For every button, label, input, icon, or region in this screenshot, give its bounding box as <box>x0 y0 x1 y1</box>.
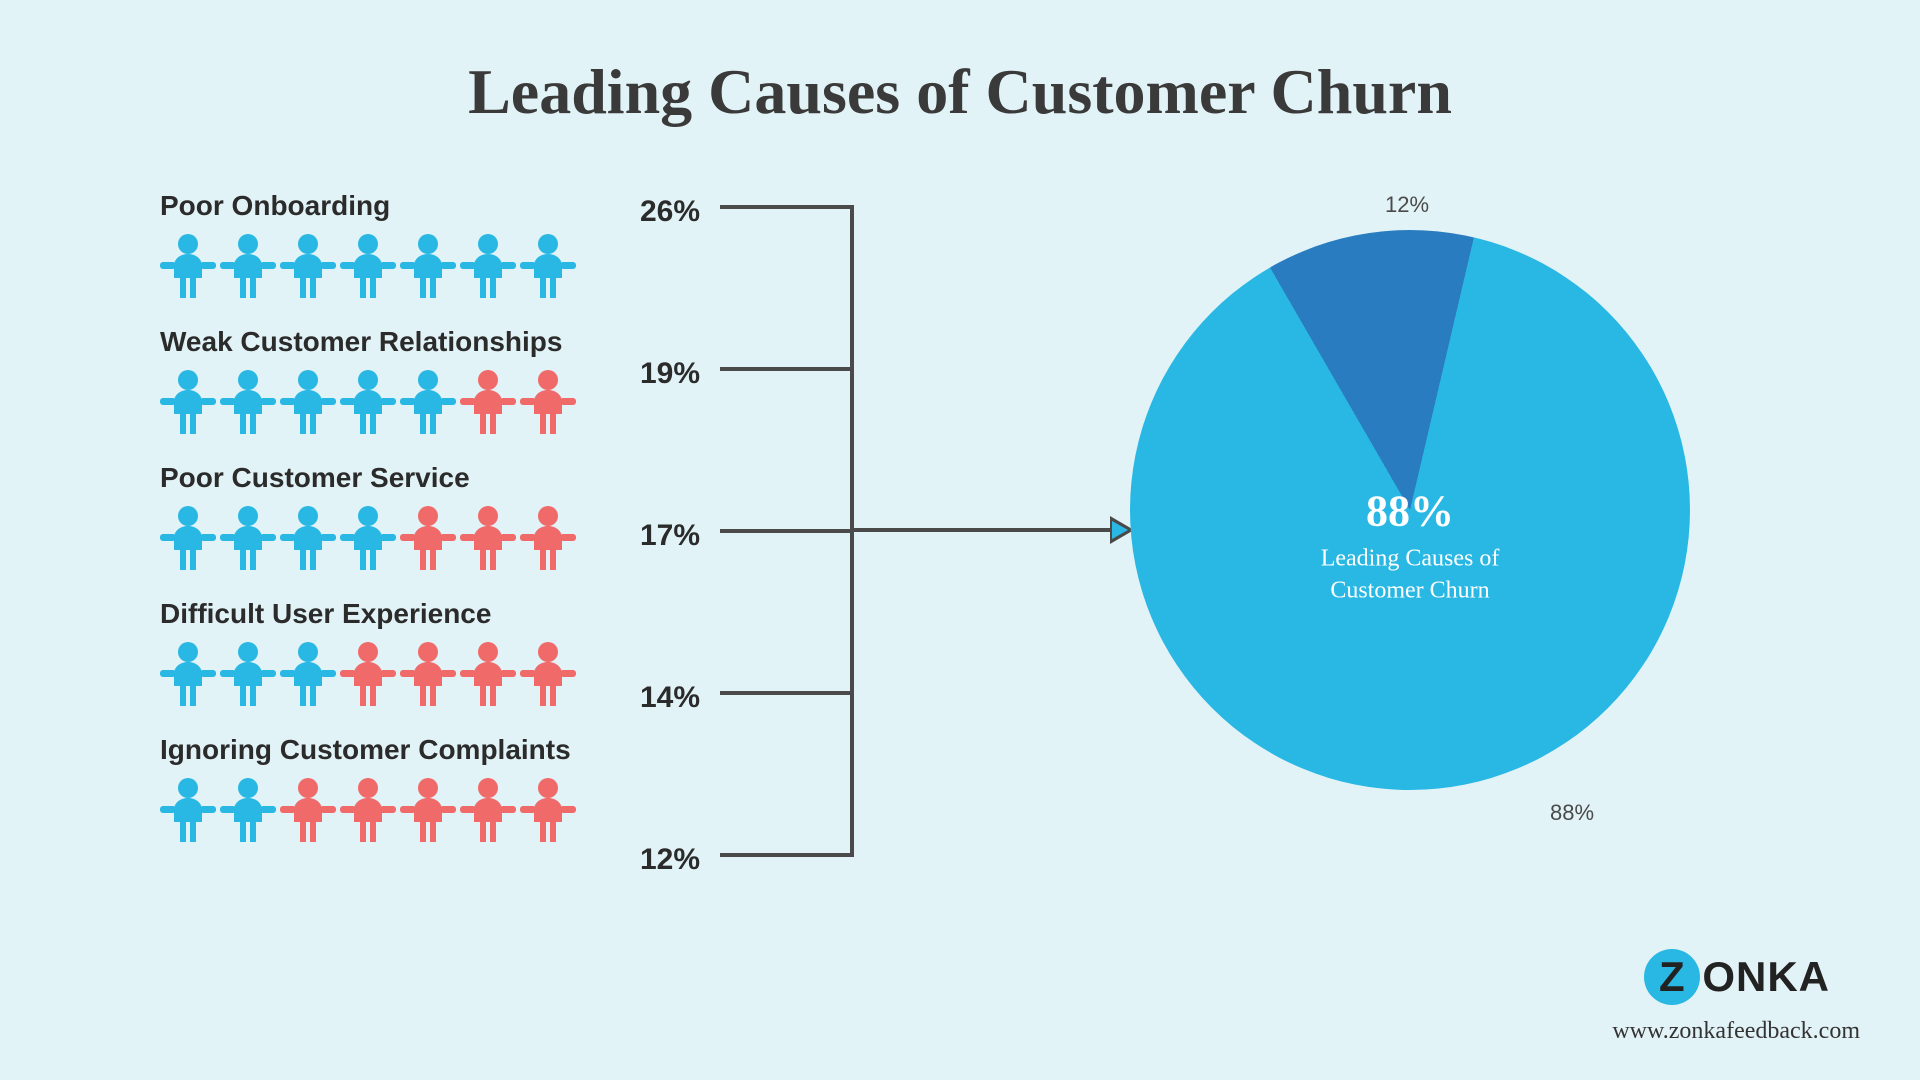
causes-list: Poor Onboarding Weak Customer Relationsh <box>160 190 800 870</box>
people-row <box>160 368 800 434</box>
person-inactive-icon <box>520 640 576 706</box>
person-inactive-icon <box>460 640 516 706</box>
person-inactive-icon <box>280 776 336 842</box>
person-active-icon <box>220 776 276 842</box>
person-inactive-icon <box>400 640 456 706</box>
page-title: Leading Causes of Customer Churn <box>0 55 1920 129</box>
pie-center-sub: Leading Causes of Customer Churn <box>1321 543 1500 608</box>
person-active-icon <box>400 232 456 298</box>
person-inactive-icon <box>460 368 516 434</box>
brand-logo: ZONKA <box>1644 949 1830 1005</box>
person-active-icon <box>460 232 516 298</box>
cause-item: Poor Customer Service <box>160 462 800 570</box>
person-active-icon <box>220 640 276 706</box>
cause-label: Difficult User Experience <box>160 598 800 630</box>
person-active-icon <box>160 232 216 298</box>
person-active-icon <box>400 368 456 434</box>
person-active-icon <box>160 368 216 434</box>
person-active-icon <box>160 504 216 570</box>
person-inactive-icon <box>400 776 456 842</box>
pie-label-bottom: 88% <box>1550 800 1594 826</box>
cause-pct: 19% <box>640 357 700 391</box>
person-inactive-icon <box>340 640 396 706</box>
pie-center-label: 88% Leading Causes of Customer Churn <box>1321 486 1500 608</box>
person-inactive-icon <box>520 776 576 842</box>
person-inactive-icon <box>520 504 576 570</box>
logo-text: ONKA <box>1702 953 1830 1001</box>
person-active-icon <box>520 232 576 298</box>
pie-label-top: 12% <box>1385 192 1429 218</box>
person-active-icon <box>160 776 216 842</box>
pie-chart: 88% Leading Causes of Customer Churn 12%… <box>1130 230 1690 790</box>
cause-label: Poor Customer Service <box>160 462 800 494</box>
cause-pct: 14% <box>640 681 700 715</box>
cause-label: Weak Customer Relationships <box>160 326 800 358</box>
logo-z-icon: Z <box>1644 949 1700 1005</box>
person-inactive-icon <box>400 504 456 570</box>
cause-pct: 17% <box>640 519 700 553</box>
cause-item: Weak Customer Relationships <box>160 326 800 434</box>
person-active-icon <box>220 368 276 434</box>
person-active-icon <box>220 504 276 570</box>
person-inactive-icon <box>460 504 516 570</box>
pie-center-pct: 88% <box>1321 486 1500 537</box>
person-active-icon <box>280 640 336 706</box>
people-row <box>160 504 800 570</box>
person-active-icon <box>340 232 396 298</box>
cause-pct: 12% <box>640 843 700 877</box>
cause-item: Ignoring Customer Complaints <box>160 734 800 842</box>
person-inactive-icon <box>340 776 396 842</box>
person-active-icon <box>280 504 336 570</box>
cause-item: Difficult User Experience <box>160 598 800 706</box>
cause-label: Poor Onboarding <box>160 190 800 222</box>
brand-url: www.zonkafeedback.com <box>1612 1018 1860 1045</box>
cause-item: Poor Onboarding <box>160 190 800 298</box>
person-active-icon <box>280 232 336 298</box>
person-inactive-icon <box>520 368 576 434</box>
cause-label: Ignoring Customer Complaints <box>160 734 800 766</box>
people-row <box>160 232 800 298</box>
person-inactive-icon <box>460 776 516 842</box>
person-active-icon <box>220 232 276 298</box>
person-active-icon <box>340 368 396 434</box>
people-row <box>160 640 800 706</box>
person-active-icon <box>280 368 336 434</box>
cause-pct: 26% <box>640 195 700 229</box>
people-row <box>160 776 800 842</box>
person-active-icon <box>340 504 396 570</box>
person-active-icon <box>160 640 216 706</box>
